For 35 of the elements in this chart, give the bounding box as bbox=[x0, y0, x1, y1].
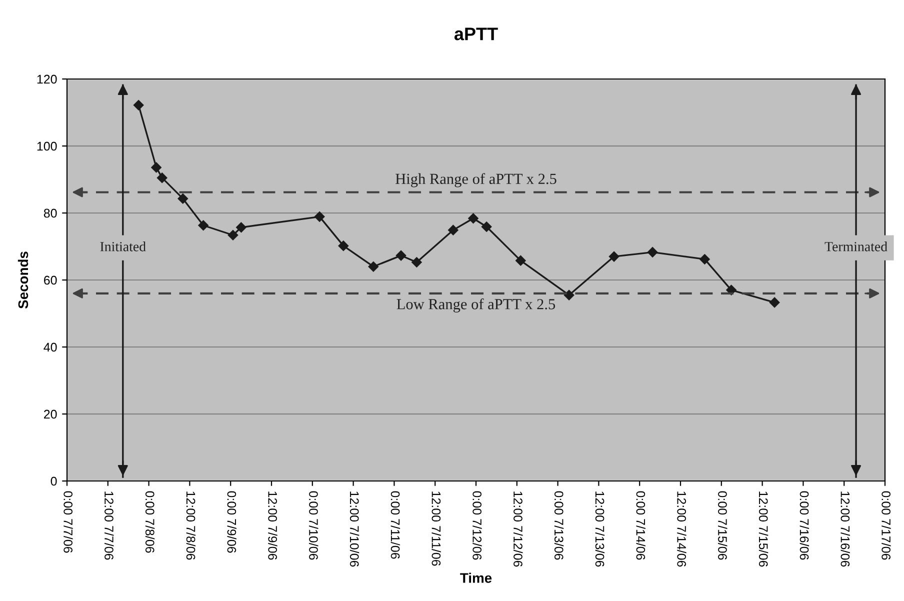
x-tick-label: 12:00 7/14/06 bbox=[677, 492, 686, 567]
y-tick-label: 0 bbox=[50, 476, 57, 486]
ref-line-label: Terminated bbox=[824, 242, 888, 252]
y-tick-label: 60 bbox=[44, 276, 57, 285]
x-tick-label: 12:00 7/11/06 bbox=[432, 492, 441, 566]
y-tick-label: 20 bbox=[44, 410, 57, 419]
y-tick-label: 120 bbox=[37, 74, 57, 84]
x-tick-label: 12:00 7/12/06 bbox=[514, 492, 523, 567]
x-axis-title: Time bbox=[460, 572, 492, 583]
x-tick-label: 0:00 7/14/06 bbox=[636, 491, 646, 560]
x-tick-label: 0:00 7/9/06 bbox=[227, 491, 236, 553]
x-tick-label: 12:00 7/7/06 bbox=[104, 492, 114, 560]
x-tick-label: 0:00 7/7/06 bbox=[64, 491, 73, 553]
x-tick-label: 0:00 7/13/06 bbox=[554, 491, 564, 560]
ref-line-label: Low Range of aPTT x 2.5 bbox=[396, 298, 556, 312]
x-tick-label: 0:00 7/10/06 bbox=[309, 491, 318, 560]
y-tick-label: 40 bbox=[44, 342, 57, 352]
x-tick-label: 12:00 7/16/06 bbox=[840, 492, 850, 567]
x-tick-label: 0:00 7/12/06 bbox=[472, 491, 482, 560]
x-tick-label: 0:00 7/16/06 bbox=[800, 491, 810, 560]
x-tick-label: 0:00 7/8/06 bbox=[145, 491, 155, 553]
x-tick-label: 12:00 7/8/06 bbox=[186, 492, 196, 560]
y-tick-label: 80 bbox=[44, 208, 57, 218]
x-tick-label: 12:00 7/15/06 bbox=[758, 492, 768, 567]
y-tick-label: 100 bbox=[37, 142, 57, 151]
x-tick-label: 0:00 7/17/06 bbox=[882, 491, 891, 560]
ref-line-label: Initiated bbox=[100, 242, 146, 252]
x-tick-label: 12:00 7/10/06 bbox=[350, 492, 360, 567]
x-tick-label: 0:00 7/15/06 bbox=[718, 491, 728, 560]
y-axis-title: Seconds bbox=[18, 252, 28, 309]
chart-title: aPTT bbox=[454, 28, 498, 40]
x-tick-label: 12:00 7/9/06 bbox=[268, 492, 278, 560]
ref-line-label: High Range of aPTT x 2.5 bbox=[396, 173, 556, 188]
x-tick-label: 0:00 7/11/06 bbox=[390, 491, 400, 559]
x-tick-label: 12:00 7/13/06 bbox=[595, 492, 605, 567]
